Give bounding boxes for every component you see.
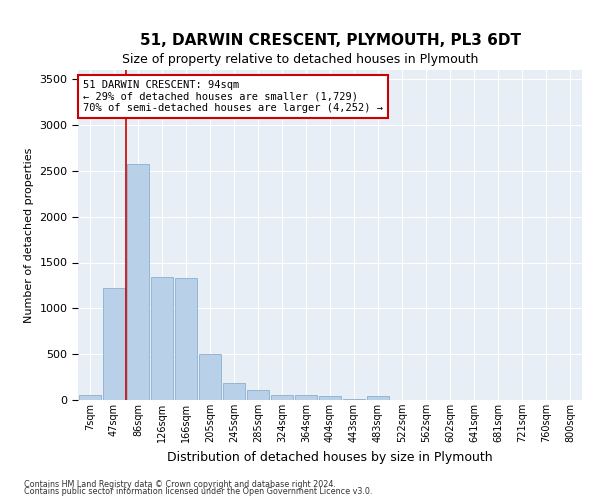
- Text: Contains public sector information licensed under the Open Government Licence v3: Contains public sector information licen…: [24, 487, 373, 496]
- Bar: [343, 399, 365, 400]
- Bar: [151, 277, 173, 400]
- Bar: [127, 164, 149, 400]
- Bar: [295, 396, 317, 400]
- Bar: [247, 390, 269, 400]
- Bar: [79, 395, 101, 400]
- Title: 51, DARWIN CRESCENT, PLYMOUTH, PL3 6DT: 51, DARWIN CRESCENT, PLYMOUTH, PL3 6DT: [139, 33, 521, 48]
- Text: Contains HM Land Registry data © Crown copyright and database right 2024.: Contains HM Land Registry data © Crown c…: [24, 480, 336, 489]
- Bar: [271, 396, 293, 400]
- Text: 51 DARWIN CRESCENT: 94sqm
← 29% of detached houses are smaller (1,729)
70% of se: 51 DARWIN CRESCENT: 94sqm ← 29% of detac…: [83, 80, 383, 113]
- Y-axis label: Number of detached properties: Number of detached properties: [24, 148, 34, 322]
- Text: Size of property relative to detached houses in Plymouth: Size of property relative to detached ho…: [122, 52, 478, 66]
- Bar: [367, 396, 389, 400]
- Bar: [319, 396, 341, 400]
- Bar: [199, 354, 221, 400]
- Bar: [223, 382, 245, 400]
- X-axis label: Distribution of detached houses by size in Plymouth: Distribution of detached houses by size …: [167, 450, 493, 464]
- Bar: [175, 278, 197, 400]
- Bar: [103, 288, 125, 400]
